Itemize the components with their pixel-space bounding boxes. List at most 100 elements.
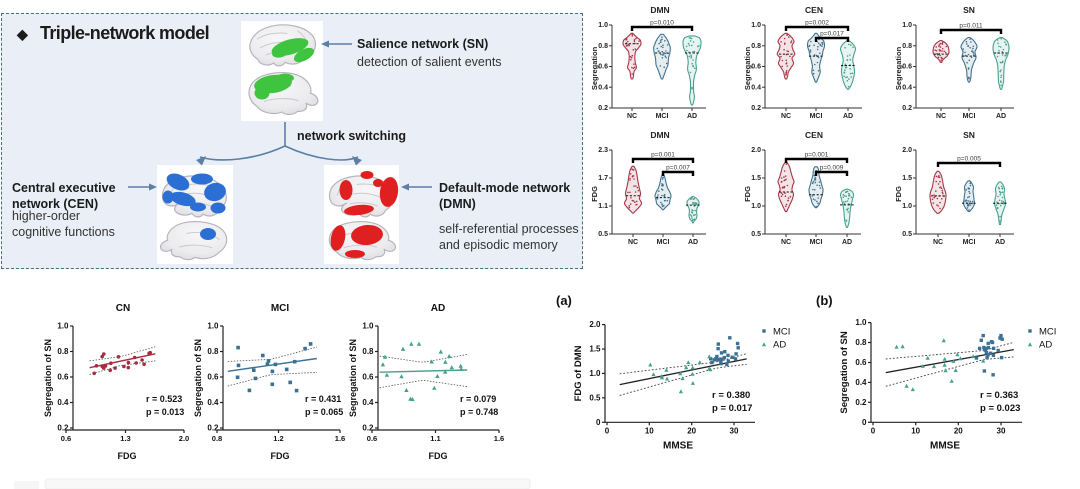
svg-text:1.0: 1.0	[589, 369, 601, 378]
svg-text:Segregation of SN: Segregation of SN	[43, 339, 53, 417]
svg-text:2.0: 2.0	[179, 434, 189, 443]
svg-text:0.4: 0.4	[57, 398, 69, 407]
svg-text:p = 0.023: p = 0.023	[980, 403, 1020, 414]
svg-text:1.5: 1.5	[902, 175, 912, 182]
svg-text:CEN: CEN	[805, 5, 823, 15]
svg-text:1.0: 1.0	[362, 322, 374, 331]
svg-text:1.0: 1.0	[598, 22, 608, 29]
svg-text:1.6: 1.6	[494, 434, 504, 443]
svg-text:20: 20	[954, 426, 963, 435]
svg-text:p=0.001: p=0.001	[805, 152, 829, 159]
svg-text:MCI: MCI	[810, 113, 823, 120]
svg-text:0.2: 0.2	[902, 105, 912, 112]
svg-text:FDG: FDG	[429, 451, 448, 461]
svg-text:0.6: 0.6	[61, 434, 71, 443]
svg-text:0.8: 0.8	[362, 347, 374, 356]
svg-text:AD: AD	[842, 239, 852, 246]
svg-text:AD: AD	[843, 113, 853, 120]
svg-text:MCI: MCI	[810, 239, 823, 246]
svg-text:SN: SN	[963, 5, 975, 15]
svg-text:1.5: 1.5	[589, 345, 601, 354]
svg-text:DMN: DMN	[650, 5, 669, 15]
svg-text:30: 30	[730, 426, 739, 435]
svg-text:1.1: 1.1	[430, 434, 440, 443]
svg-text:1.0: 1.0	[902, 22, 912, 29]
svg-text:r = 0.431: r = 0.431	[305, 394, 341, 404]
svg-text:p=0.001: p=0.001	[651, 152, 675, 159]
svg-text:Segregation: Segregation	[590, 46, 599, 90]
svg-text:(a): (a)	[556, 293, 572, 308]
svg-text:1.1: 1.1	[598, 203, 608, 210]
svg-text:CN: CN	[116, 303, 130, 314]
svg-text:1.0: 1.0	[751, 22, 761, 29]
svg-text:2.0: 2.0	[589, 320, 601, 329]
svg-text:FDG: FDG	[271, 451, 290, 461]
svg-text:1.0: 1.0	[902, 203, 912, 210]
svg-text:p=0.010: p=0.010	[650, 20, 674, 27]
svg-text:1.6: 1.6	[335, 434, 345, 443]
svg-text:0.6: 0.6	[598, 64, 608, 71]
svg-text:DMN: DMN	[650, 130, 669, 140]
svg-text:p=0.005: p=0.005	[957, 156, 981, 163]
svg-text:0: 0	[871, 426, 876, 435]
svg-text:(b): (b)	[816, 293, 833, 308]
svg-text:FDG: FDG	[894, 186, 903, 202]
svg-text:0.2: 0.2	[751, 105, 761, 112]
svg-text:r = 0.079: r = 0.079	[460, 394, 496, 404]
svg-text:MMSE: MMSE	[930, 440, 960, 451]
svg-text:AD: AD	[688, 239, 698, 246]
svg-text:1.7: 1.7	[598, 175, 608, 182]
svg-text:0.6: 0.6	[902, 64, 912, 71]
svg-text:0: 0	[596, 418, 601, 427]
svg-text:MCI: MCI	[1039, 327, 1056, 338]
svg-text:0.8: 0.8	[57, 347, 69, 356]
svg-text:1.0: 1.0	[57, 322, 69, 331]
svg-text:1.3: 1.3	[120, 434, 130, 443]
svg-text:p=0.009: p=0.009	[820, 165, 844, 172]
svg-text:FDG: FDG	[590, 186, 599, 202]
svg-text:10: 10	[911, 426, 920, 435]
svg-text:AD: AD	[431, 303, 445, 314]
svg-text:NC: NC	[628, 239, 638, 246]
svg-text:0.5: 0.5	[902, 231, 912, 238]
svg-text:FDG: FDG	[118, 451, 137, 461]
svg-text:FDG of DMN: FDG of DMN	[573, 345, 584, 401]
svg-text:10: 10	[645, 426, 654, 435]
svg-text:p=0.011: p=0.011	[959, 23, 983, 30]
svg-text:0.2: 0.2	[598, 105, 608, 112]
svg-text:MCI: MCI	[656, 113, 669, 120]
svg-text:Segregation of SN: Segregation of SN	[839, 331, 850, 413]
svg-text:0.4: 0.4	[598, 85, 608, 92]
svg-text:AD: AD	[996, 113, 1006, 120]
svg-text:0.2: 0.2	[362, 424, 374, 433]
svg-text:2.0: 2.0	[751, 147, 761, 154]
svg-text:0.8: 0.8	[207, 347, 219, 356]
svg-text:p = 0.017: p = 0.017	[712, 403, 752, 414]
svg-text:0.8: 0.8	[751, 43, 761, 50]
svg-text:0.8: 0.8	[902, 43, 912, 50]
svg-text:1.2: 1.2	[273, 434, 283, 443]
svg-text:0.8: 0.8	[212, 434, 222, 443]
svg-text:SN: SN	[963, 130, 975, 140]
svg-text:0.4: 0.4	[902, 85, 912, 92]
svg-text:MCI: MCI	[657, 239, 670, 246]
svg-text:0.6: 0.6	[855, 358, 867, 367]
svg-text:Segregation of SN: Segregation of SN	[193, 339, 203, 417]
svg-text:r = 0.363: r = 0.363	[980, 390, 1018, 401]
svg-text:FDG: FDG	[743, 186, 752, 202]
svg-text:MCI: MCI	[963, 239, 976, 246]
svg-text:r = 0.523: r = 0.523	[146, 394, 182, 404]
svg-text:p=0.007: p=0.007	[666, 165, 690, 172]
svg-text:p = 0.748: p = 0.748	[460, 407, 498, 417]
svg-text:AD: AD	[995, 239, 1005, 246]
svg-text:Segregation: Segregation	[743, 46, 752, 90]
svg-text:1.0: 1.0	[855, 318, 867, 327]
svg-text:MCI: MCI	[773, 327, 790, 338]
svg-text:20: 20	[687, 426, 696, 435]
svg-text:2.0: 2.0	[902, 147, 912, 154]
svg-text:0.4: 0.4	[751, 85, 761, 92]
svg-text:0.6: 0.6	[207, 373, 219, 382]
svg-text:NC: NC	[781, 113, 791, 120]
svg-text:0.2: 0.2	[855, 398, 867, 407]
svg-text:Segregation: Segregation	[894, 46, 903, 90]
